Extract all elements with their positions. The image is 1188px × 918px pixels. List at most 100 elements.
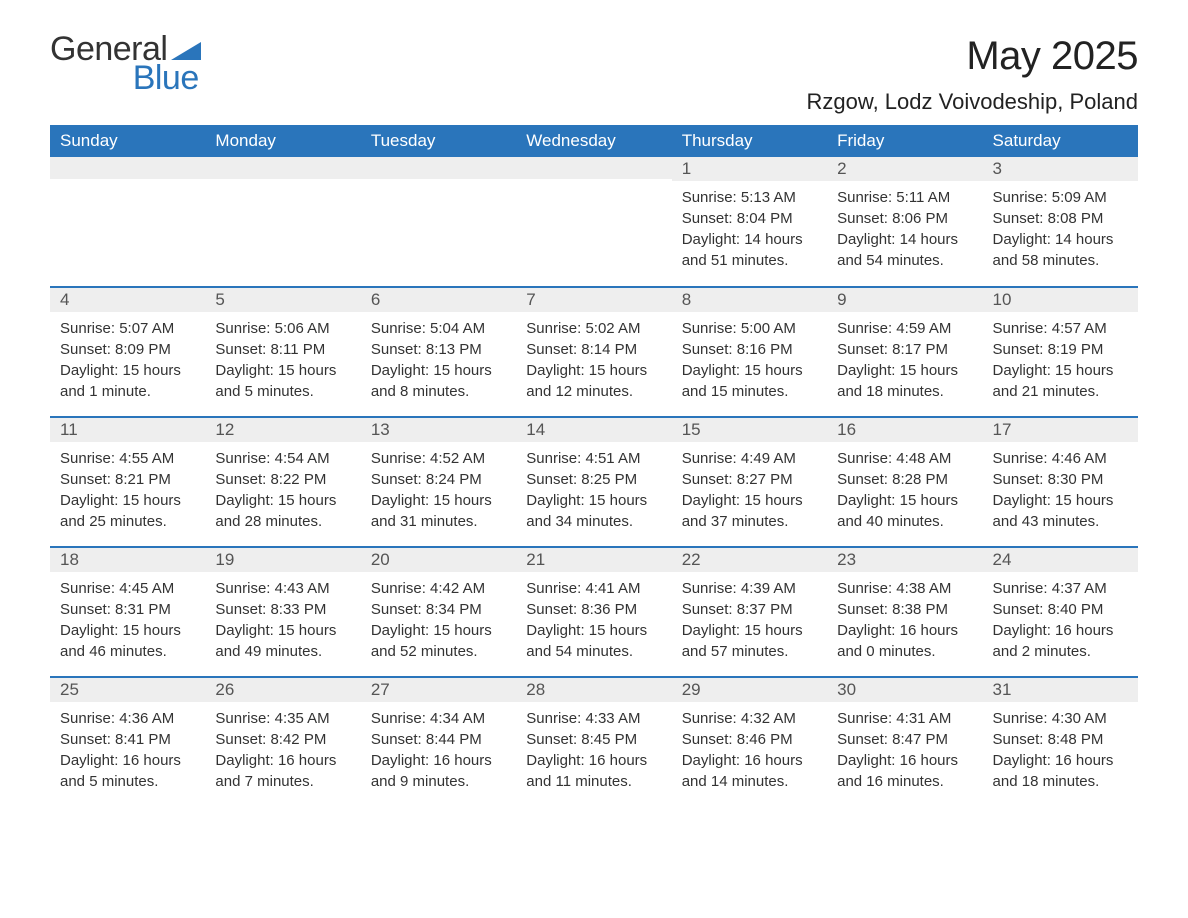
- daylight-text-1: Daylight: 15 hours: [215, 360, 350, 381]
- daylight-text-2: and 15 minutes.: [682, 381, 817, 402]
- daylight-text-2: and 54 minutes.: [837, 250, 972, 271]
- day-content: Sunrise: 4:35 AMSunset: 8:42 PMDaylight:…: [205, 702, 360, 798]
- sunset-text: Sunset: 8:42 PM: [215, 729, 350, 750]
- daylight-text-1: Daylight: 15 hours: [993, 360, 1128, 381]
- sunrise-text: Sunrise: 4:46 AM: [993, 448, 1128, 469]
- sunrise-text: Sunrise: 5:09 AM: [993, 187, 1128, 208]
- sunset-text: Sunset: 8:41 PM: [60, 729, 195, 750]
- calendar-day-cell: 13Sunrise: 4:52 AMSunset: 8:24 PMDayligh…: [361, 417, 516, 547]
- day-content: Sunrise: 5:07 AMSunset: 8:09 PMDaylight:…: [50, 312, 205, 408]
- day-number: 22: [672, 548, 827, 572]
- day-content: Sunrise: 4:41 AMSunset: 8:36 PMDaylight:…: [516, 572, 671, 668]
- daylight-text-1: Daylight: 15 hours: [837, 360, 972, 381]
- calendar-day-cell: 21Sunrise: 4:41 AMSunset: 8:36 PMDayligh…: [516, 547, 671, 677]
- sunset-text: Sunset: 8:45 PM: [526, 729, 661, 750]
- day-content: Sunrise: 4:38 AMSunset: 8:38 PMDaylight:…: [827, 572, 982, 668]
- sunset-text: Sunset: 8:25 PM: [526, 469, 661, 490]
- weekday-header: Thursday: [672, 125, 827, 157]
- empty-day-header: [205, 157, 360, 179]
- sunset-text: Sunset: 8:16 PM: [682, 339, 817, 360]
- calendar-week-row: 25Sunrise: 4:36 AMSunset: 8:41 PMDayligh…: [50, 677, 1138, 807]
- daylight-text-1: Daylight: 15 hours: [215, 620, 350, 641]
- sunrise-text: Sunrise: 4:52 AM: [371, 448, 506, 469]
- calendar-day-cell: 10Sunrise: 4:57 AMSunset: 8:19 PMDayligh…: [983, 287, 1138, 417]
- sunset-text: Sunset: 8:08 PM: [993, 208, 1128, 229]
- daylight-text-2: and 8 minutes.: [371, 381, 506, 402]
- empty-day-header: [50, 157, 205, 179]
- sunrise-text: Sunrise: 5:13 AM: [682, 187, 817, 208]
- sunrise-text: Sunrise: 4:42 AM: [371, 578, 506, 599]
- sunset-text: Sunset: 8:06 PM: [837, 208, 972, 229]
- day-content: Sunrise: 4:45 AMSunset: 8:31 PMDaylight:…: [50, 572, 205, 668]
- daylight-text-2: and 43 minutes.: [993, 511, 1128, 532]
- day-number: 24: [983, 548, 1138, 572]
- daylight-text-1: Daylight: 16 hours: [837, 620, 972, 641]
- day-content: Sunrise: 5:02 AMSunset: 8:14 PMDaylight:…: [516, 312, 671, 408]
- sunrise-text: Sunrise: 4:49 AM: [682, 448, 817, 469]
- day-content: Sunrise: 4:55 AMSunset: 8:21 PMDaylight:…: [50, 442, 205, 538]
- calendar-day-cell: [516, 157, 671, 287]
- daylight-text-2: and 21 minutes.: [993, 381, 1128, 402]
- daylight-text-2: and 12 minutes.: [526, 381, 661, 402]
- day-content: Sunrise: 5:06 AMSunset: 8:11 PMDaylight:…: [205, 312, 360, 408]
- daylight-text-1: Daylight: 15 hours: [993, 490, 1128, 511]
- day-content: Sunrise: 4:52 AMSunset: 8:24 PMDaylight:…: [361, 442, 516, 538]
- sunset-text: Sunset: 8:17 PM: [837, 339, 972, 360]
- day-number: 11: [50, 418, 205, 442]
- day-number: 12: [205, 418, 360, 442]
- day-content: Sunrise: 4:30 AMSunset: 8:48 PMDaylight:…: [983, 702, 1138, 798]
- sunrise-text: Sunrise: 4:55 AM: [60, 448, 195, 469]
- day-content: Sunrise: 4:31 AMSunset: 8:47 PMDaylight:…: [827, 702, 982, 798]
- daylight-text-2: and 25 minutes.: [60, 511, 195, 532]
- day-number: 5: [205, 288, 360, 312]
- day-number: 19: [205, 548, 360, 572]
- weekday-header: Wednesday: [516, 125, 671, 157]
- daylight-text-1: Daylight: 16 hours: [60, 750, 195, 771]
- daylight-text-2: and 7 minutes.: [215, 771, 350, 792]
- daylight-text-1: Daylight: 15 hours: [682, 490, 817, 511]
- calendar-day-cell: 18Sunrise: 4:45 AMSunset: 8:31 PMDayligh…: [50, 547, 205, 677]
- sunset-text: Sunset: 8:21 PM: [60, 469, 195, 490]
- sunset-text: Sunset: 8:24 PM: [371, 469, 506, 490]
- daylight-text-1: Daylight: 16 hours: [371, 750, 506, 771]
- day-number: 8: [672, 288, 827, 312]
- sunrise-text: Sunrise: 5:06 AM: [215, 318, 350, 339]
- day-content: Sunrise: 4:32 AMSunset: 8:46 PMDaylight:…: [672, 702, 827, 798]
- calendar-day-cell: 20Sunrise: 4:42 AMSunset: 8:34 PMDayligh…: [361, 547, 516, 677]
- day-content: Sunrise: 5:04 AMSunset: 8:13 PMDaylight:…: [361, 312, 516, 408]
- calendar-day-cell: 27Sunrise: 4:34 AMSunset: 8:44 PMDayligh…: [361, 677, 516, 807]
- day-number: 16: [827, 418, 982, 442]
- weekday-header: Friday: [827, 125, 982, 157]
- daylight-text-2: and 37 minutes.: [682, 511, 817, 532]
- sunset-text: Sunset: 8:30 PM: [993, 469, 1128, 490]
- daylight-text-1: Daylight: 15 hours: [371, 490, 506, 511]
- daylight-text-1: Daylight: 16 hours: [682, 750, 817, 771]
- day-content: Sunrise: 5:13 AMSunset: 8:04 PMDaylight:…: [672, 181, 827, 277]
- calendar-day-cell: 15Sunrise: 4:49 AMSunset: 8:27 PMDayligh…: [672, 417, 827, 547]
- daylight-text-1: Daylight: 14 hours: [682, 229, 817, 250]
- daylight-text-1: Daylight: 15 hours: [526, 360, 661, 381]
- sunrise-text: Sunrise: 5:00 AM: [682, 318, 817, 339]
- day-content: Sunrise: 4:49 AMSunset: 8:27 PMDaylight:…: [672, 442, 827, 538]
- month-title: May 2025: [807, 34, 1138, 79]
- daylight-text-1: Daylight: 15 hours: [526, 620, 661, 641]
- daylight-text-2: and 57 minutes.: [682, 641, 817, 662]
- empty-day-header: [361, 157, 516, 179]
- calendar-day-cell: 2Sunrise: 5:11 AMSunset: 8:06 PMDaylight…: [827, 157, 982, 287]
- daylight-text-2: and 46 minutes.: [60, 641, 195, 662]
- day-number: 17: [983, 418, 1138, 442]
- sunset-text: Sunset: 8:38 PM: [837, 599, 972, 620]
- logo-text-blue: Blue: [133, 59, 199, 98]
- calendar-day-cell: 9Sunrise: 4:59 AMSunset: 8:17 PMDaylight…: [827, 287, 982, 417]
- day-content: Sunrise: 4:42 AMSunset: 8:34 PMDaylight:…: [361, 572, 516, 668]
- calendar-day-cell: [50, 157, 205, 287]
- daylight-text-1: Daylight: 16 hours: [993, 620, 1128, 641]
- calendar-day-cell: 30Sunrise: 4:31 AMSunset: 8:47 PMDayligh…: [827, 677, 982, 807]
- calendar-day-cell: [361, 157, 516, 287]
- day-number: 26: [205, 678, 360, 702]
- day-content: Sunrise: 4:36 AMSunset: 8:41 PMDaylight:…: [50, 702, 205, 798]
- calendar-day-cell: 12Sunrise: 4:54 AMSunset: 8:22 PMDayligh…: [205, 417, 360, 547]
- sunset-text: Sunset: 8:36 PM: [526, 599, 661, 620]
- sunset-text: Sunset: 8:33 PM: [215, 599, 350, 620]
- day-number: 2: [827, 157, 982, 181]
